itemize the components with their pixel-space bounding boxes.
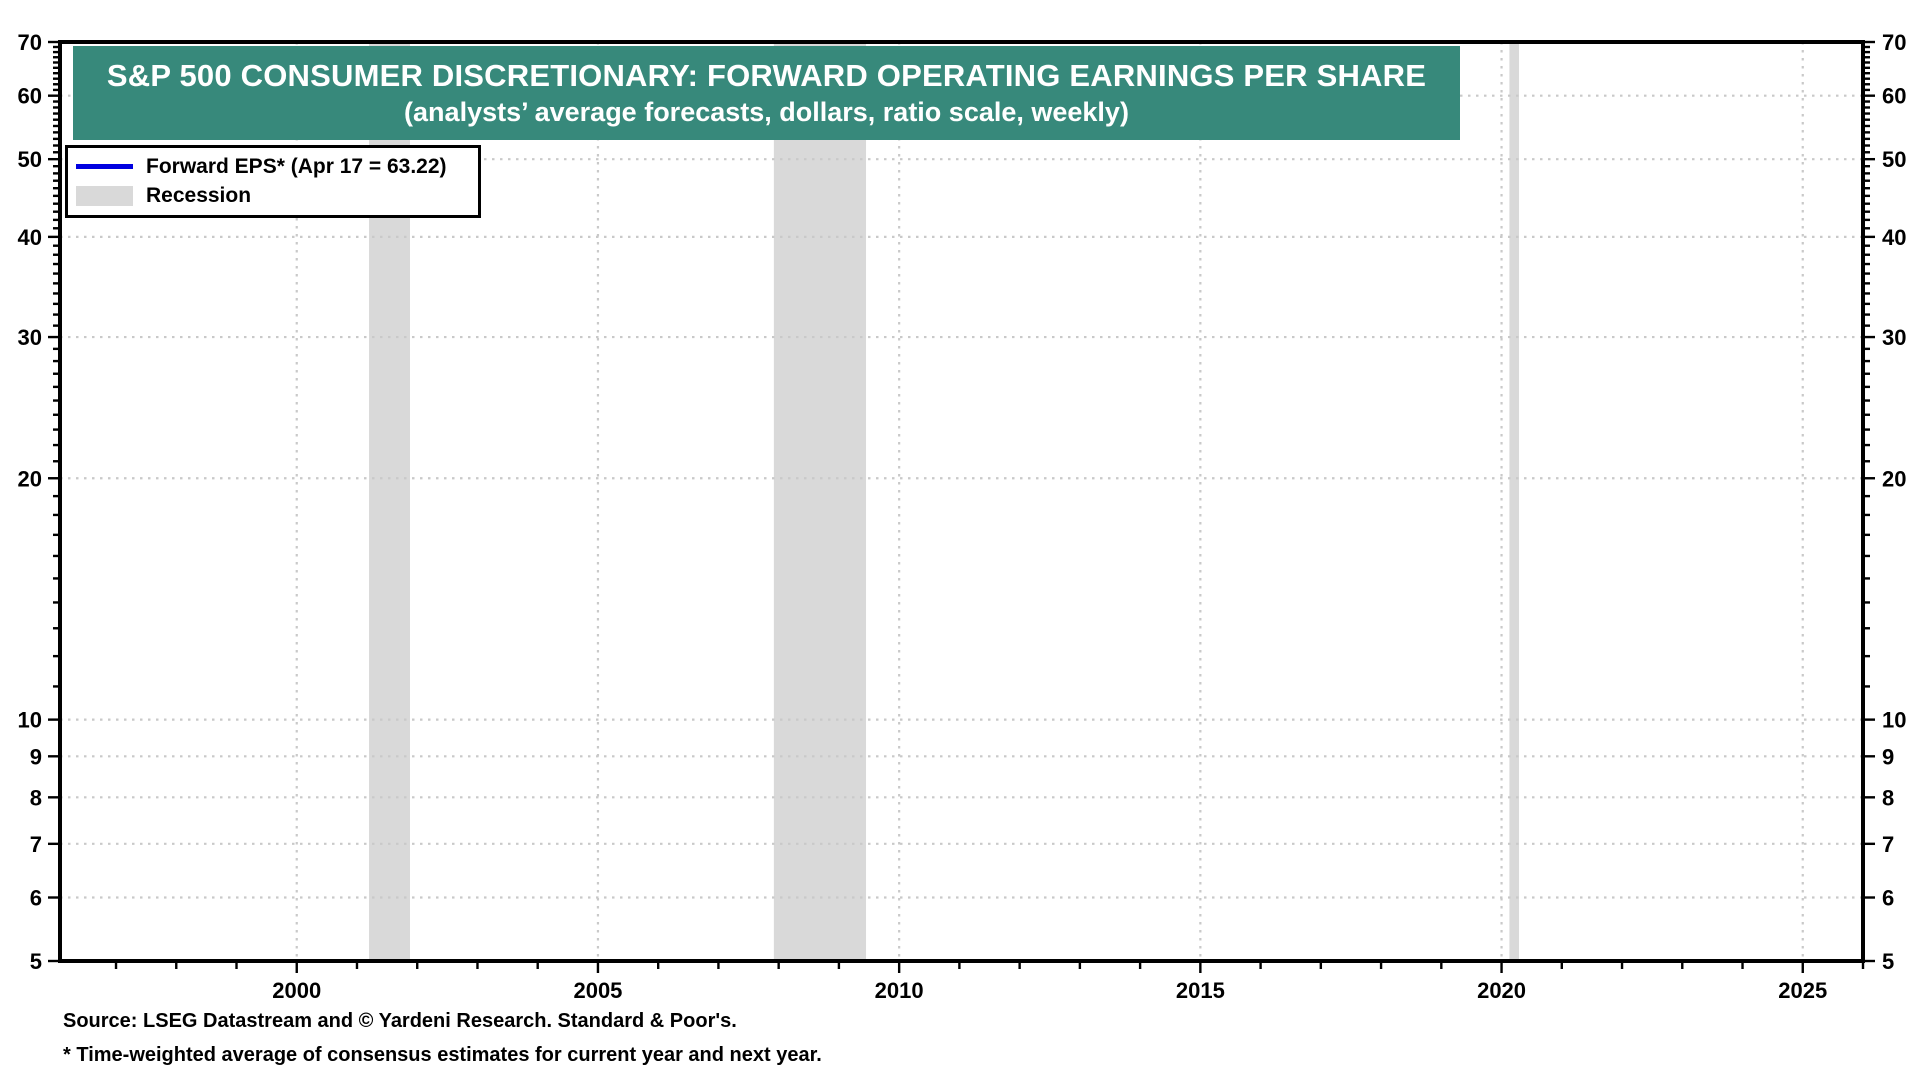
y-axis-label-right: 30 <box>1882 325 1906 350</box>
y-axis-label-left: 10 <box>18 708 42 733</box>
legend-recession-label: Recession <box>146 183 252 207</box>
chart-title: S&P 500 CONSUMER DISCRETIONARY: FORWARD … <box>106 57 1427 93</box>
y-axis-label-right: 5 <box>1882 949 1894 974</box>
recession-band <box>1509 42 1520 961</box>
y-axis-label-left: 50 <box>18 147 42 172</box>
y-axis-label-right: 20 <box>1882 466 1906 491</box>
chart-title-banner: S&P 500 CONSUMER DISCRETIONARY: FORWARD … <box>73 46 1460 140</box>
y-axis-label-left: 60 <box>18 84 42 109</box>
y-axis-label-right: 50 <box>1882 147 1906 172</box>
x-axis-label: 2000 <box>272 978 321 1003</box>
legend-line-label: Forward EPS* (Apr 17 = 63.22) <box>146 154 447 178</box>
legend-line-swatch <box>76 164 133 169</box>
y-axis-label-right: 40 <box>1882 225 1906 250</box>
legend: Forward EPS* (Apr 17 = 63.22) Recession <box>65 145 481 218</box>
y-axis-label-right: 7 <box>1882 832 1894 857</box>
recession-band <box>773 42 867 961</box>
x-axis-label: 2015 <box>1176 978 1225 1003</box>
legend-recession-swatch <box>76 185 133 206</box>
legend-item-forward-eps: Forward EPS* (Apr 17 = 63.22) <box>76 152 470 181</box>
x-axis-label: 2010 <box>875 978 924 1003</box>
y-axis-label-left: 20 <box>18 466 42 491</box>
source-note: Source: LSEG Datastream and © Yardeni Re… <box>63 1010 737 1032</box>
legend-item-recession: Recession <box>76 181 470 210</box>
x-axis-label: 2020 <box>1477 978 1526 1003</box>
y-axis-label-left: 9 <box>30 744 42 769</box>
y-axis-label-right: 9 <box>1882 744 1894 769</box>
y-axis-label-right: 10 <box>1882 708 1906 733</box>
x-axis-label: 2025 <box>1778 978 1827 1003</box>
plot-frame <box>58 40 1865 963</box>
y-axis-label-left: 5 <box>30 949 42 974</box>
x-axis-label: 2005 <box>573 978 622 1003</box>
chart-subtitle: (analysts’ average forecasts, dollars, r… <box>404 96 1129 127</box>
footnote: * Time-weighted average of consensus est… <box>63 1044 822 1066</box>
y-axis-label-right: 60 <box>1882 84 1906 109</box>
y-axis-label-left: 6 <box>30 886 42 911</box>
y-axis-label-left: 7 <box>30 832 42 857</box>
y-axis-label-left: 40 <box>18 225 42 250</box>
y-axis-label-right: 6 <box>1882 886 1894 911</box>
y-axis-label-left: 8 <box>30 785 42 810</box>
y-axis-label-left: 70 <box>18 30 42 55</box>
y-axis-label-right: 8 <box>1882 785 1894 810</box>
y-axis-label-left: 30 <box>18 325 42 350</box>
y-axis-label-right: 70 <box>1882 30 1906 55</box>
